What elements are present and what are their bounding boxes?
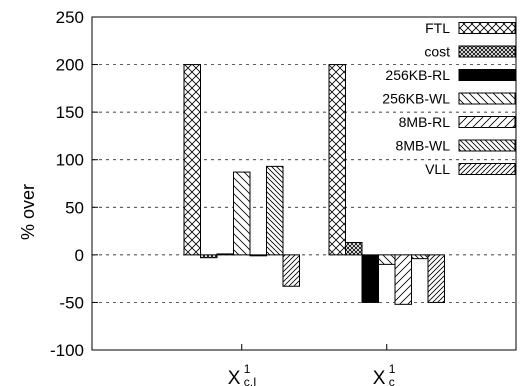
bar-8mb-rl	[394, 254, 412, 305]
bar-8mb-wl	[266, 165, 284, 256]
bar-8mb-rl	[249, 254, 267, 257]
y-tick-label: 150	[56, 103, 84, 122]
legend-label: 256KB-RL	[385, 67, 450, 83]
bar-256kb-wl	[233, 171, 251, 256]
y-tick-label: 200	[56, 56, 84, 75]
legend: FTL cost 256KB-RL 256KB-WL 8MB-RL 8MB-WL VLL	[382, 20, 516, 177]
legend-label: FTL	[425, 20, 450, 36]
bar-8mb-wl	[411, 254, 429, 260]
legend-swatch	[458, 116, 516, 128]
y-tick-label: -50	[59, 293, 84, 312]
legend-swatch	[458, 22, 516, 34]
legend-label: cost	[424, 44, 450, 60]
x-category-labels: X 1c,I X 1c	[228, 362, 396, 386]
legend-label: 8MB-WL	[396, 138, 451, 154]
axes: -100 -50 0 50 100 150 200 250	[50, 8, 517, 360]
y-axis-title: % over	[18, 184, 38, 240]
x-category-superscript: 1	[244, 362, 251, 376]
legend-swatch	[458, 45, 516, 58]
bar-256kb-rl	[216, 253, 234, 256]
legend-swatch	[458, 69, 516, 81]
bar-256kb-rl	[361, 254, 379, 303]
bar-256kb-wl	[378, 254, 396, 265]
bar-vll	[282, 254, 300, 287]
y-tick-label: 250	[56, 8, 84, 27]
bar-ftl	[328, 64, 346, 256]
x-category-subscript: c	[389, 375, 395, 386]
y-tick-label: 100	[56, 151, 84, 170]
bar-ftl	[183, 64, 201, 256]
legend-label: 256KB-WL	[382, 91, 450, 107]
x-category-label: X	[373, 368, 386, 386]
x-category-subscript: c,I	[244, 375, 257, 386]
plot-frame	[91, 16, 517, 351]
legend-label: 8MB-RL	[399, 114, 451, 130]
bar-cost	[200, 254, 218, 259]
legend-swatch	[458, 139, 516, 152]
bar-cost	[345, 241, 363, 256]
legend-swatch	[458, 92, 516, 105]
legend-label: VLL	[425, 161, 450, 177]
bars	[183, 64, 445, 305]
y-tick-label: -100	[50, 341, 84, 360]
legend-swatch	[458, 163, 516, 175]
x-category-superscript: 1	[389, 362, 396, 376]
y-tick-label: 50	[65, 198, 84, 217]
y-tick-label: 0	[75, 246, 84, 265]
x-category-label: X	[228, 368, 241, 386]
grid-lines	[92, 64, 516, 303]
bar-vll	[427, 254, 445, 303]
